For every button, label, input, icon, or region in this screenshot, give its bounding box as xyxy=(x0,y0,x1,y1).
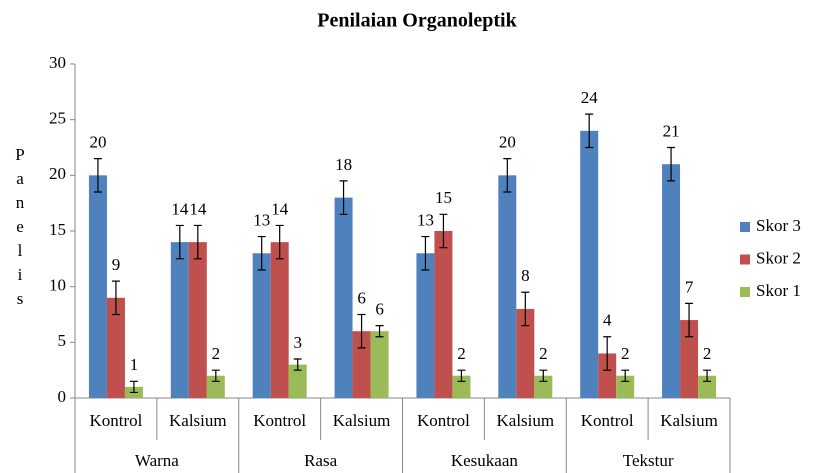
data-label: 4 xyxy=(603,311,612,330)
error-bar xyxy=(293,358,302,371)
error-bar xyxy=(211,369,220,382)
data-label: 2 xyxy=(212,344,221,363)
data-label: 18 xyxy=(335,155,352,174)
y-tick-label: 30 xyxy=(49,53,66,72)
error-bar xyxy=(621,369,630,382)
error-bar xyxy=(375,325,384,338)
data-label: 2 xyxy=(703,344,712,363)
x-tick-label: Kalsium xyxy=(169,411,227,430)
group-label: Warna xyxy=(135,451,179,470)
x-tick-label: Kalsium xyxy=(497,411,555,430)
bar xyxy=(352,331,371,398)
group-label: Rasa xyxy=(304,451,338,470)
error-bar xyxy=(257,235,266,271)
x-tick-label: Kontrol xyxy=(417,411,470,430)
error-bar xyxy=(421,235,430,271)
bar xyxy=(416,253,435,398)
bar xyxy=(452,375,471,398)
data-label: 8 xyxy=(521,266,530,285)
data-label: 2 xyxy=(539,344,548,363)
bar xyxy=(288,364,307,398)
data-label: 20 xyxy=(89,133,106,152)
group-label: Kesukaan xyxy=(451,451,519,470)
data-label: 9 xyxy=(112,255,121,274)
bar xyxy=(534,375,553,398)
group-label: Tekstur xyxy=(623,451,674,470)
error-bar xyxy=(129,380,138,394)
data-label: 14 xyxy=(171,199,189,218)
data-label: 15 xyxy=(435,188,452,207)
x-tick-label: Kalsium xyxy=(333,411,391,430)
legend-label: Skor 3 xyxy=(756,216,801,235)
bar xyxy=(516,308,535,398)
data-label: 14 xyxy=(271,199,289,218)
bar xyxy=(170,242,189,398)
data-label: 6 xyxy=(357,288,366,307)
error-bar xyxy=(457,369,466,382)
bar xyxy=(88,175,107,398)
y-tick-label: 5 xyxy=(58,331,67,350)
error-bar xyxy=(439,213,448,249)
error-bar xyxy=(93,158,102,193)
bar xyxy=(580,130,599,399)
error-bar xyxy=(275,224,284,260)
y-tick-label: 25 xyxy=(49,109,66,128)
error-bar xyxy=(603,336,612,371)
bar xyxy=(662,164,681,398)
data-label: 20 xyxy=(499,133,516,152)
error-bar xyxy=(339,180,348,215)
bar xyxy=(106,297,125,398)
bar xyxy=(434,231,453,398)
data-label: 2 xyxy=(621,344,630,363)
data-label: 7 xyxy=(685,277,694,296)
error-bar xyxy=(357,313,366,349)
bar xyxy=(188,242,207,398)
y-tick-label: 20 xyxy=(49,164,66,183)
data-label: 2 xyxy=(457,344,466,363)
x-tick-label: Kontrol xyxy=(89,411,142,430)
legend-swatch xyxy=(740,254,750,265)
bar xyxy=(206,375,225,398)
error-bar xyxy=(539,369,548,382)
bar xyxy=(252,253,271,398)
bar xyxy=(698,375,717,398)
error-bar xyxy=(175,224,184,260)
bar xyxy=(370,331,389,398)
data-label: 1 xyxy=(130,355,139,374)
y-tick-label: 15 xyxy=(49,220,66,239)
error-bar xyxy=(503,158,512,193)
data-label: 13 xyxy=(253,210,270,229)
bar xyxy=(270,242,289,398)
bar xyxy=(616,375,635,398)
data-label: 3 xyxy=(293,333,302,352)
legend-swatch xyxy=(740,287,750,297)
x-tick-label: Kalsium xyxy=(660,411,718,430)
legend-label: Skor 2 xyxy=(756,248,801,267)
error-bar xyxy=(667,146,676,182)
error-bar xyxy=(521,291,530,327)
error-bar xyxy=(585,113,594,149)
legend-swatch xyxy=(740,222,750,232)
y-axis-label: Panelis xyxy=(11,145,30,313)
y-tick-label: 0 xyxy=(58,387,67,406)
bar xyxy=(680,320,699,398)
error-bar xyxy=(193,224,202,260)
data-label: 21 xyxy=(663,121,680,140)
data-label: 13 xyxy=(417,210,434,229)
bar xyxy=(498,175,517,398)
data-label: 14 xyxy=(189,199,207,218)
data-label: 24 xyxy=(581,88,599,107)
error-bar xyxy=(703,369,712,382)
legend-label: Skor 1 xyxy=(756,281,801,300)
chart-title: Penilaian Organoleptik xyxy=(317,10,517,32)
error-bar xyxy=(111,280,120,316)
bar xyxy=(334,197,353,398)
x-tick-label: Kontrol xyxy=(581,411,634,430)
data-label: 6 xyxy=(375,300,384,319)
y-tick-label: 10 xyxy=(49,276,66,295)
x-tick-label: Kontrol xyxy=(253,411,306,430)
bar xyxy=(598,353,617,398)
error-bar xyxy=(685,302,694,338)
